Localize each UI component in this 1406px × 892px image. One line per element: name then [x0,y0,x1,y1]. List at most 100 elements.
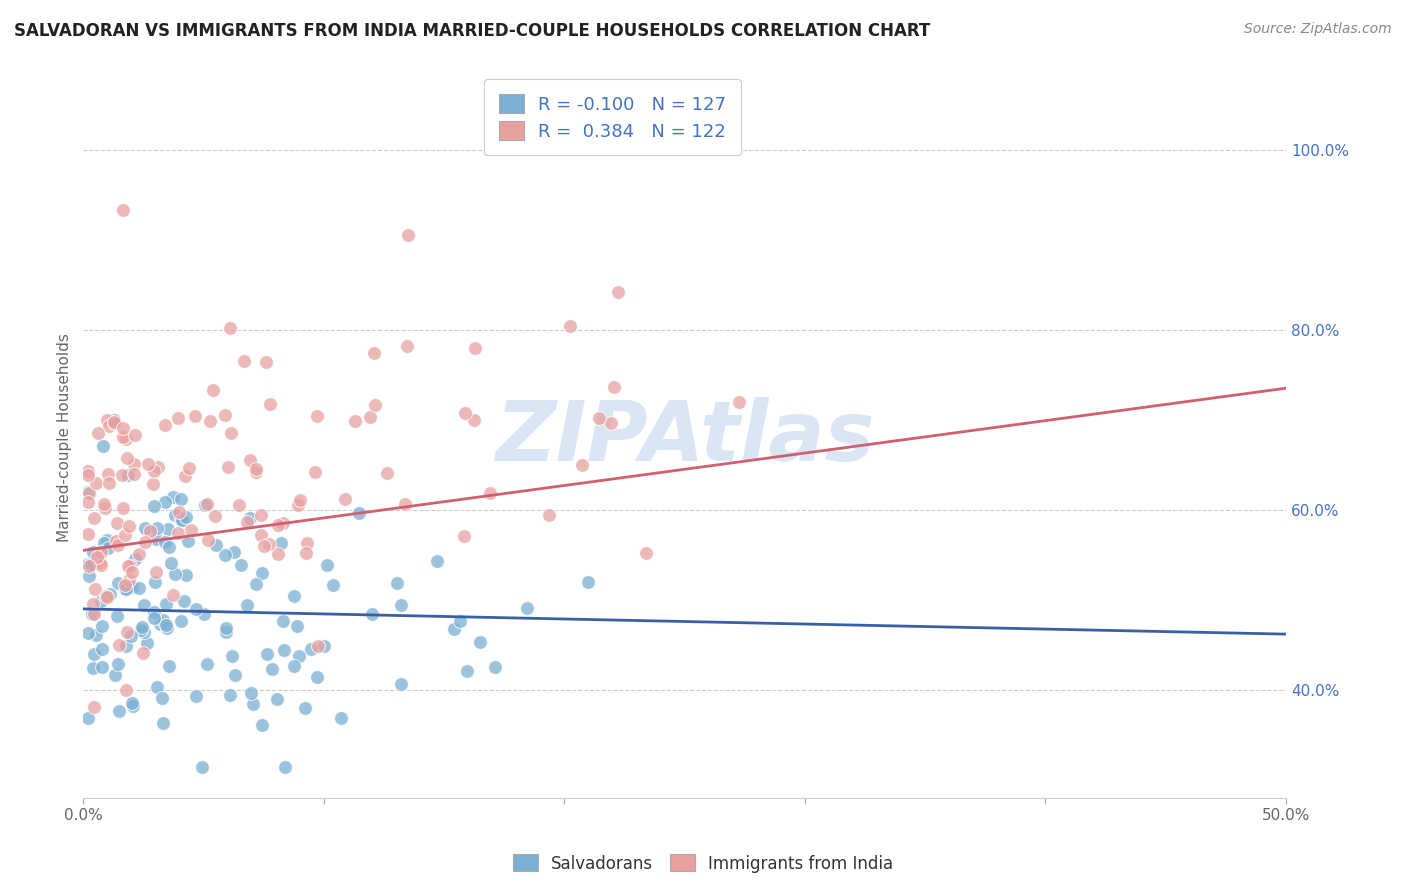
Point [77,527,100,541]
Point [242,697,264,711]
Point [456,664,478,678]
Point [389,598,412,612]
Point [107,657,129,671]
Point [283,659,305,673]
Point [364,398,387,412]
Point [170,614,193,628]
Legend: Salvadorans, Immigrants from India: Salvadorans, Immigrants from India [506,847,900,880]
Point [87,425,110,440]
Point [322,578,344,592]
Point [121,565,143,579]
Point [304,466,326,480]
Point [139,524,162,538]
Point [236,598,259,612]
Point [170,513,193,527]
Point [142,477,165,491]
Point [167,505,190,519]
Point [195,657,218,671]
Point [173,594,195,608]
Point [103,415,125,429]
Point [143,611,166,625]
Point [77,486,100,500]
Point [180,523,202,537]
Point [97,541,120,556]
Point [77,558,100,573]
Point [253,539,276,553]
Point [283,589,305,603]
Point [259,397,281,411]
Point [156,621,179,635]
Point [107,538,129,552]
Point [287,499,309,513]
Point [112,430,135,444]
Text: ZIPAtlas: ZIPAtlas [495,397,875,478]
Point [174,568,197,582]
Point [236,515,259,529]
Point [479,486,502,500]
Point [454,406,477,420]
Point [83,699,105,714]
Point [240,686,263,700]
Point [166,411,188,425]
Point [576,574,599,589]
Point [77,485,100,500]
Point [96,590,118,604]
Point [239,510,262,524]
Point [295,536,318,550]
Point [274,760,297,774]
Point [162,588,184,602]
Point [174,468,197,483]
Point [214,409,236,423]
Point [94,500,117,515]
Point [77,495,100,509]
Point [262,662,284,676]
Point [200,414,222,428]
Point [145,566,167,580]
Point [214,548,236,562]
Point [153,417,176,432]
Point [560,318,582,333]
Point [250,528,273,542]
Point [191,760,214,774]
Point [250,508,273,523]
Point [82,607,104,621]
Point [256,647,278,661]
Point [132,646,155,660]
Point [363,345,385,359]
Point [219,321,242,335]
Point [82,661,104,675]
Point [205,538,228,552]
Point [204,508,226,523]
Point [77,557,100,571]
Point [193,607,215,622]
Point [344,414,367,428]
Point [245,465,267,479]
Legend: R = -0.100   N = 127, R =  0.384   N = 122: R = -0.100 N = 127, R = 0.384 N = 122 [484,79,741,155]
Point [184,689,207,703]
Point [157,540,180,554]
Point [118,559,141,574]
Point [177,533,200,548]
Point [114,578,136,592]
Point [245,462,267,476]
Point [516,601,538,615]
Point [606,285,628,299]
Point [97,467,120,482]
Point [218,688,240,702]
Point [124,551,146,566]
Point [118,519,141,533]
Point [449,615,471,629]
Point [117,467,139,482]
Point [453,529,475,543]
Point [385,576,408,591]
Point [197,533,219,547]
Point [82,545,104,559]
Point [153,494,176,508]
Point [84,582,107,596]
Point [464,341,486,355]
Point [195,497,218,511]
Point [146,680,169,694]
Point [273,516,295,530]
Point [111,500,134,515]
Point [634,546,657,560]
